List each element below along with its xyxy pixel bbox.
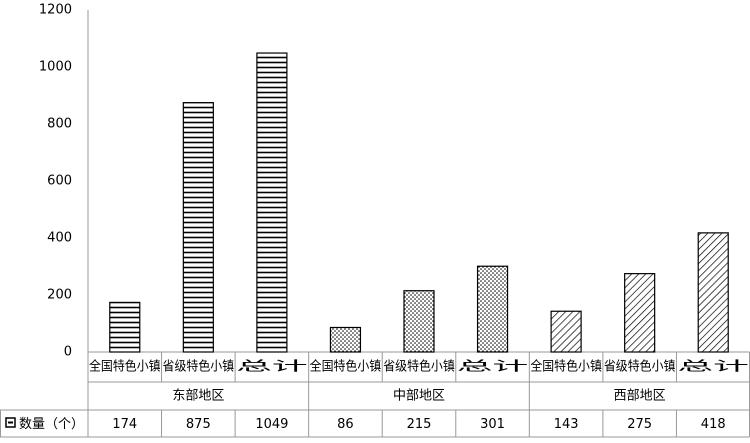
y-tick-label: 200 [47,288,72,303]
y-tick-label: 400 [47,231,72,246]
x-tick-label: 省级特色小镇 [163,359,235,375]
x-tick-label: 全国特色小镇 [89,359,161,375]
y-tick-label: 800 [47,117,72,132]
bar [256,52,288,353]
bar [550,310,582,353]
x-tick-label: 全国特色小镇 [530,359,602,375]
table-value: 301 [480,417,505,432]
x-tick-label: 全国特色小镇 [310,359,382,375]
x-tick-label: 总计 [457,360,529,375]
group-label: 中部地区 [393,389,445,404]
x-tick-label: 总计 [677,360,749,375]
table-value: 875 [186,417,211,432]
table-value: 86 [337,417,354,432]
group-label: 西部地区 [614,389,666,404]
table-value: 215 [407,417,432,432]
table-value: 143 [554,417,579,432]
table-value: 174 [112,417,137,432]
group-label: 东部地区 [172,389,224,404]
bar [182,102,214,353]
y-tick-label: 1000 [39,60,72,75]
legend-label: 数量（个） [19,417,84,432]
bar [403,290,435,353]
table-value: 1049 [255,417,288,432]
x-tick-label: 总计 [236,360,308,375]
x-tick-label: 省级特色小镇 [383,359,455,375]
y-tick-label: 0 [64,345,72,360]
bar [109,301,141,353]
bar [624,273,656,353]
bar [329,326,362,353]
table-value: 418 [701,417,726,432]
bar [476,265,509,353]
y-tick-label: 1200 [39,3,72,18]
bar [697,232,729,353]
x-tick-label: 省级特色小镇 [604,359,676,375]
y-tick-label: 600 [47,174,72,189]
table-value: 275 [627,417,652,432]
